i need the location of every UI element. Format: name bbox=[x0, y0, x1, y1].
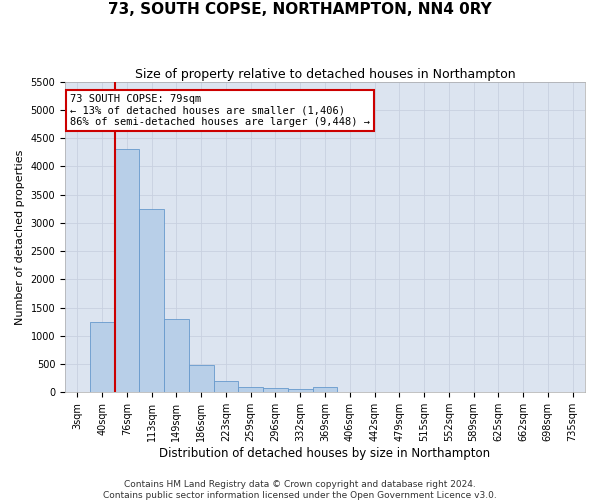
Bar bbox=[263, 388, 288, 392]
Bar bbox=[139, 208, 164, 392]
Title: Size of property relative to detached houses in Northampton: Size of property relative to detached ho… bbox=[135, 68, 515, 80]
Bar bbox=[90, 322, 115, 392]
Y-axis label: Number of detached properties: Number of detached properties bbox=[15, 150, 25, 324]
Text: 73, SOUTH COPSE, NORTHAMPTON, NN4 0RY: 73, SOUTH COPSE, NORTHAMPTON, NN4 0RY bbox=[108, 2, 492, 18]
Bar bbox=[164, 319, 189, 392]
Text: 73 SOUTH COPSE: 79sqm
← 13% of detached houses are smaller (1,406)
86% of semi-d: 73 SOUTH COPSE: 79sqm ← 13% of detached … bbox=[70, 94, 370, 128]
Bar bbox=[115, 150, 139, 392]
Bar bbox=[238, 386, 263, 392]
Bar bbox=[313, 386, 337, 392]
Bar bbox=[214, 381, 238, 392]
Text: Contains HM Land Registry data © Crown copyright and database right 2024.
Contai: Contains HM Land Registry data © Crown c… bbox=[103, 480, 497, 500]
X-axis label: Distribution of detached houses by size in Northampton: Distribution of detached houses by size … bbox=[160, 447, 491, 460]
Bar bbox=[189, 365, 214, 392]
Bar bbox=[288, 389, 313, 392]
